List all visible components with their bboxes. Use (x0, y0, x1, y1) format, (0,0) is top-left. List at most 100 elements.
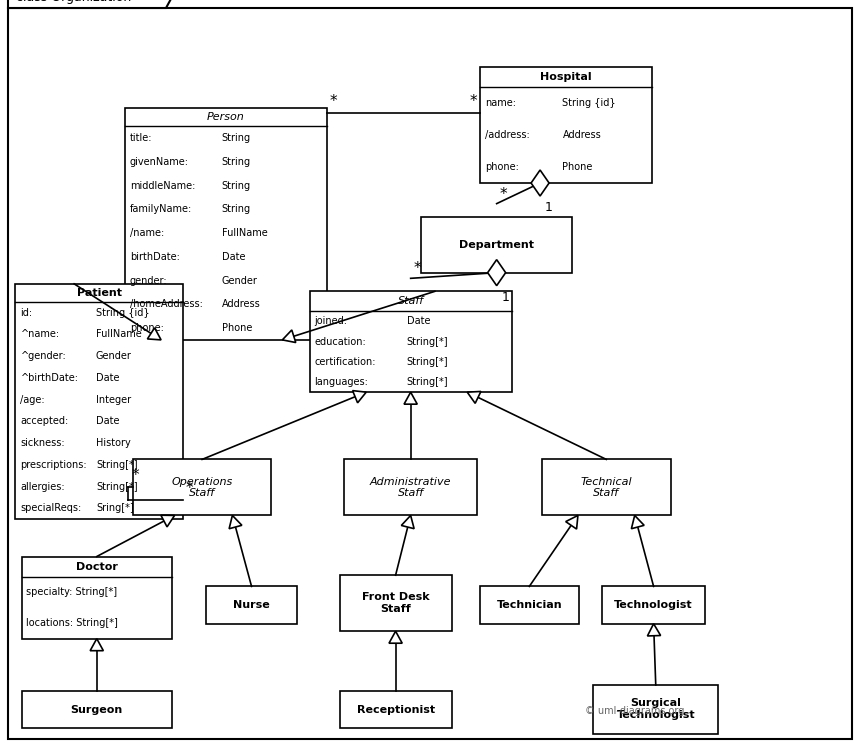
Bar (340, 575, 452, 631)
Polygon shape (389, 631, 402, 643)
Bar (480, 67, 652, 183)
Text: String[*]: String[*] (407, 337, 448, 347)
Text: Technician: Technician (496, 600, 562, 610)
Text: /homeAddress:: /homeAddress: (130, 300, 203, 309)
Text: *: * (500, 187, 507, 202)
Text: Gender: Gender (96, 351, 132, 362)
Text: String: String (222, 181, 251, 190)
Text: Gender: Gender (222, 276, 258, 285)
Text: Front Desk
Staff: Front Desk Staff (362, 592, 429, 614)
Text: History: History (96, 438, 131, 448)
Text: 1: 1 (545, 201, 553, 214)
Text: Address: Address (562, 130, 601, 140)
Polygon shape (353, 391, 366, 403)
Polygon shape (648, 624, 660, 636)
Text: Date: Date (222, 252, 245, 262)
Text: phone:: phone: (130, 323, 163, 333)
Polygon shape (488, 260, 506, 285)
Text: © uml-diagrams.org: © uml-diagrams.org (585, 706, 685, 716)
Text: ^birthDate:: ^birthDate: (21, 373, 78, 383)
Bar (340, 691, 452, 728)
Text: Date: Date (96, 416, 120, 427)
Text: /name:: /name: (130, 228, 164, 238)
Polygon shape (402, 515, 415, 529)
Bar (15, 284, 183, 519)
Text: Technical
Staff: Technical Staff (580, 477, 632, 498)
Polygon shape (229, 515, 242, 529)
Text: accepted:: accepted: (21, 416, 69, 427)
Text: specialty: String[*]: specialty: String[*] (27, 587, 118, 597)
Text: Phone: Phone (562, 162, 593, 172)
Bar (602, 586, 705, 624)
Text: String {id}: String {id} (562, 98, 616, 108)
Bar (344, 459, 477, 515)
Bar (542, 459, 671, 515)
Bar (133, 459, 271, 515)
Text: Patient: Patient (77, 288, 122, 298)
Text: Operations
Staff: Operations Staff (171, 477, 233, 498)
Text: /age:: /age: (21, 394, 45, 405)
Text: locations: String[*]: locations: String[*] (27, 619, 119, 628)
Text: ^gender:: ^gender: (21, 351, 66, 362)
Text: Date: Date (96, 373, 120, 383)
Text: Person: Person (207, 112, 244, 123)
Text: name:: name: (485, 98, 516, 108)
Text: FullName: FullName (96, 329, 142, 339)
Text: Department: Department (459, 240, 534, 249)
Bar (480, 586, 579, 624)
Text: Hospital: Hospital (540, 72, 592, 82)
Text: title:: title: (130, 133, 152, 143)
Text: phone:: phone: (485, 162, 519, 172)
Polygon shape (404, 392, 417, 404)
Text: Receptionist: Receptionist (357, 704, 434, 715)
Text: Technologist: Technologist (614, 600, 693, 610)
Text: Date: Date (407, 317, 430, 326)
Text: *: * (329, 94, 337, 109)
Text: middleName:: middleName: (130, 181, 195, 190)
Bar (125, 108, 327, 340)
Bar (593, 685, 718, 734)
Text: String[*]: String[*] (407, 377, 448, 387)
Text: 1: 1 (501, 291, 509, 303)
Text: birthDate:: birthDate: (130, 252, 180, 262)
Bar (22, 557, 172, 639)
Text: Sring[*]: Sring[*] (96, 503, 133, 513)
Polygon shape (566, 515, 578, 529)
Text: String[*]: String[*] (96, 460, 138, 470)
Text: String[*]: String[*] (407, 357, 448, 367)
Bar (206, 586, 297, 624)
Polygon shape (90, 639, 103, 651)
Text: sickness:: sickness: (21, 438, 65, 448)
Text: languages:: languages: (315, 377, 368, 387)
Text: String[*]: String[*] (96, 482, 138, 492)
Text: Surgeon: Surgeon (71, 704, 123, 715)
Text: String: String (222, 157, 251, 167)
Text: allergies:: allergies: (21, 482, 65, 492)
Polygon shape (147, 328, 161, 340)
Text: String {id}: String {id} (96, 308, 150, 317)
Text: String: String (222, 133, 251, 143)
Text: Integer: Integer (96, 394, 131, 405)
Text: /address:: /address: (485, 130, 530, 140)
Text: Nurse: Nurse (233, 600, 270, 610)
Text: Staff: Staff (397, 297, 424, 306)
Text: id:: id: (21, 308, 33, 317)
Text: FullName: FullName (222, 228, 267, 238)
Polygon shape (531, 170, 549, 196)
Polygon shape (8, 0, 178, 8)
Text: specialReqs:: specialReqs: (21, 503, 82, 513)
Text: Phone: Phone (222, 323, 252, 333)
Text: class Organization: class Organization (16, 0, 132, 4)
Text: Address: Address (222, 300, 261, 309)
Text: Administrative
Staff: Administrative Staff (370, 477, 452, 498)
Text: Surgical
Technologist: Surgical Technologist (617, 698, 695, 720)
Text: ^name:: ^name: (21, 329, 59, 339)
Bar (421, 217, 572, 273)
Polygon shape (161, 515, 175, 527)
Text: gender:: gender: (130, 276, 168, 285)
Text: Doctor: Doctor (76, 562, 118, 571)
Text: prescriptions:: prescriptions: (21, 460, 87, 470)
Text: String: String (222, 205, 251, 214)
Polygon shape (631, 515, 644, 529)
Polygon shape (467, 391, 481, 403)
